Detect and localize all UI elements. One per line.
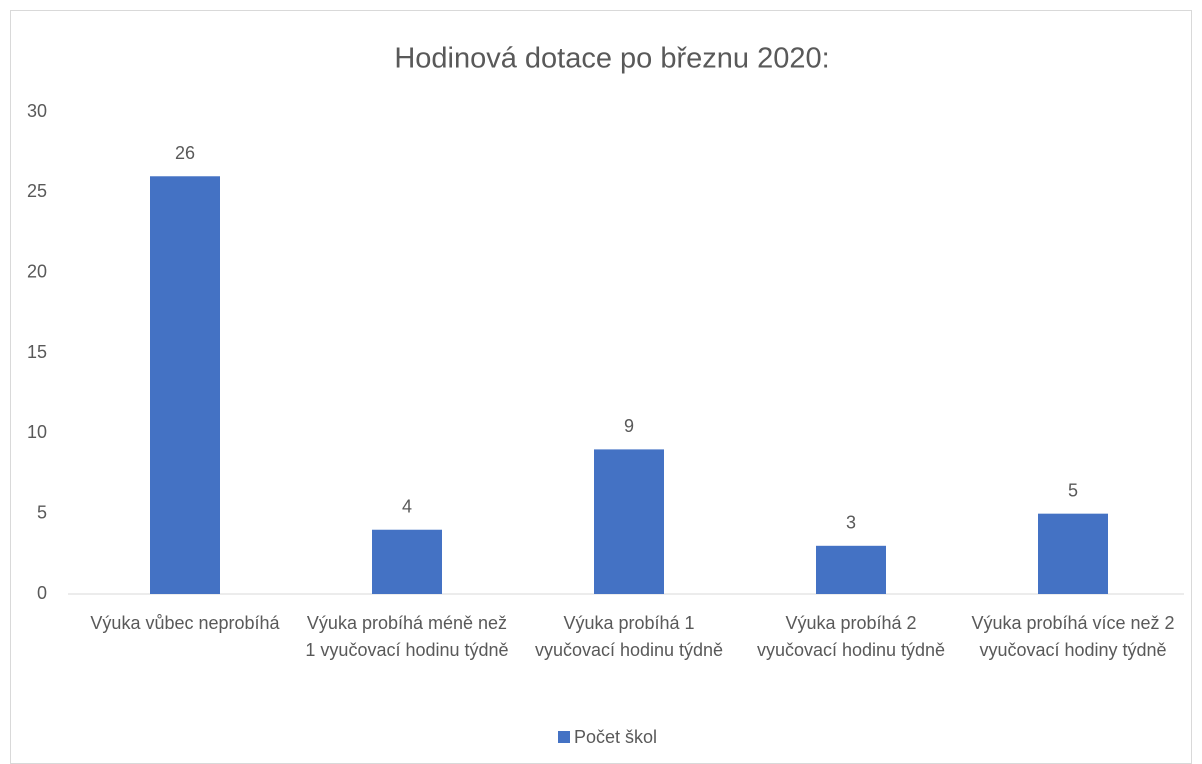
bar (594, 449, 664, 594)
y-tick-label: 25 (27, 181, 47, 201)
data-label: 9 (624, 416, 634, 436)
chart-title: Hodinová dotace po březnu 2020: (394, 43, 829, 75)
data-label: 4 (402, 496, 412, 516)
legend-swatch (558, 731, 570, 743)
x-tick-label: Výuka probíhá 2 vyučovací hodinu týdně (756, 613, 946, 660)
y-tick-label: 10 (27, 422, 47, 442)
y-tick-label: 0 (37, 583, 47, 603)
data-label: 26 (175, 143, 195, 163)
x-tick-label: Výuka probíhá méně než 1 vyučovací hodin… (305, 613, 509, 660)
x-tick-label: Výuka probíhá 1 vyučovací hodinu týdně (534, 613, 724, 660)
y-tick-label: 20 (27, 261, 47, 281)
bar (816, 545, 886, 594)
bar (1038, 513, 1108, 594)
data-label: 5 (1068, 480, 1078, 500)
x-tick-label: Výuka vůbec neprobíhá (90, 613, 280, 633)
legend-label: Počet škol (574, 727, 657, 747)
y-tick-label: 15 (27, 342, 47, 362)
y-tick-label: 5 (37, 502, 47, 522)
y-tick-label: 30 (27, 101, 47, 121)
bar (150, 176, 220, 594)
data-label: 3 (846, 513, 856, 533)
x-tick-label: Výuka probíhá více než 2 vyučovací hodin… (971, 613, 1175, 660)
bar (372, 529, 442, 594)
